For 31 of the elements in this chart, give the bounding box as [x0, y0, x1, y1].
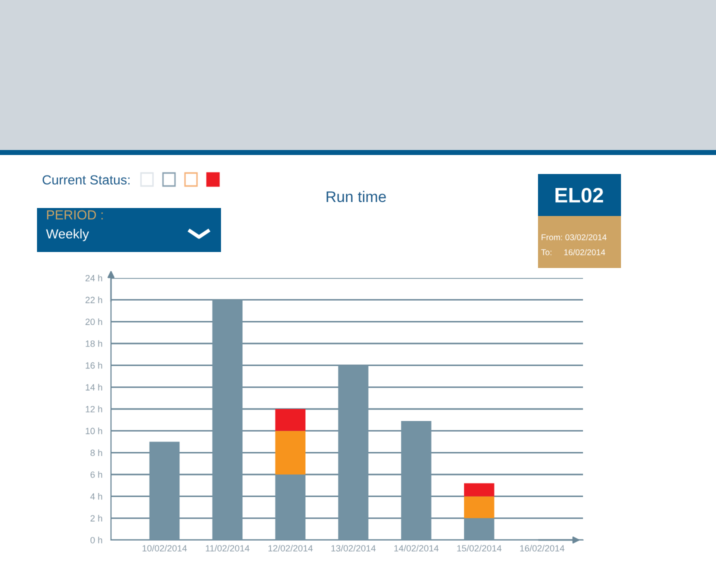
- x-tick-label: 16/02/2014: [520, 544, 564, 552]
- text: EL02: [555, 188, 604, 203]
- text: To: 16/02/2014: [541, 249, 606, 256]
- x-tick-label: 13/02/2014: [331, 544, 376, 552]
- y-tick-label: 10 h: [86, 428, 102, 434]
- chart-title: Run time: [326, 190, 386, 202]
- bar: [275, 430, 306, 474]
- text: From: 03/02/2014: [542, 234, 607, 240]
- bar: [275, 409, 306, 431]
- y-tick-label: 16 h: [86, 362, 102, 369]
- y-tick-label: 0 h: [90, 536, 102, 544]
- x-tick-label: 11/02/2014: [206, 544, 250, 552]
- y-tick-label: 8 h: [90, 449, 102, 456]
- text: Weekly: [46, 228, 89, 242]
- y-tick-label: 14 h: [86, 384, 102, 390]
- x-tick-label: 15/02/2014: [457, 544, 502, 552]
- x-tick-label: 12/02/2014: [268, 544, 313, 552]
- bar: [464, 496, 494, 518]
- text: PERIOD :: [47, 210, 103, 220]
- y-tick-label: 12 h: [86, 406, 102, 412]
- text: Current Status:: [42, 175, 130, 185]
- x-tick-label: 10/02/2014: [142, 544, 187, 552]
- y-tick-label: 22 h: [86, 296, 102, 304]
- y-tick-label: 4 h: [90, 493, 102, 500]
- y-tick-label: 20 h: [86, 318, 102, 326]
- y-tick-label: 6 h: [90, 471, 102, 478]
- x-tick-label: 14/02/2014: [394, 544, 439, 552]
- y-tick-label: 18 h: [86, 340, 102, 347]
- y-tick-label: 2 h: [90, 514, 102, 522]
- bar: [464, 483, 494, 496]
- y-tick-label: 24 h: [86, 274, 102, 282]
